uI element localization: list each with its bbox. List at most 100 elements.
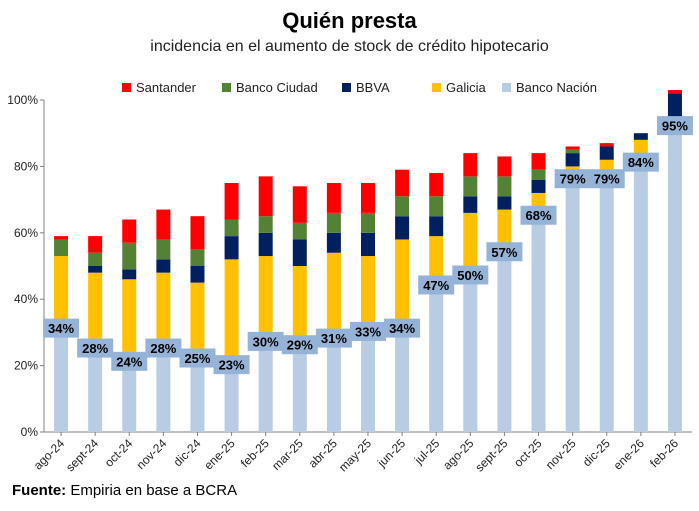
x-tick-label: sept-24 (63, 436, 101, 474)
bar-segment (599, 169, 614, 432)
x-tick-label: oct-24 (102, 436, 136, 470)
bar-segment (258, 176, 273, 217)
chart-title: Quién presta (282, 8, 417, 33)
data-label: 33% (355, 324, 381, 339)
bar-segment (361, 322, 375, 432)
y-tick-label: 100% (7, 93, 38, 107)
legend-label: Galicia (446, 80, 487, 95)
y-tick-label: 60% (14, 226, 38, 240)
bar-segment (122, 269, 137, 280)
bar-segment (326, 212, 341, 233)
data-label: 24% (116, 354, 142, 369)
bar-segment (531, 169, 546, 180)
bar-segment (667, 116, 682, 432)
bar-segment (531, 153, 546, 170)
data-label-box (554, 169, 591, 189)
bar-segment (395, 169, 410, 197)
bar-segment (88, 266, 103, 273)
legend-label: Banco Ciudad (236, 80, 318, 95)
bar-segment (361, 256, 375, 323)
bar-segment (565, 153, 580, 167)
bar-segment (429, 236, 444, 276)
bar-segment (88, 236, 103, 253)
bar-segment (292, 335, 307, 432)
bar-segment (88, 339, 103, 432)
y-tick-label: 80% (14, 159, 38, 173)
data-label-box (622, 152, 659, 172)
bar-segment (258, 332, 273, 432)
bar-segment (463, 212, 478, 266)
bar-segment (224, 355, 239, 432)
bar-segment (224, 219, 239, 237)
data-label: 25% (184, 351, 210, 366)
data-label: 28% (150, 341, 176, 356)
data-label: 47% (423, 278, 449, 293)
bar-segment (463, 176, 478, 197)
bar-segment (54, 319, 69, 432)
x-tick-label: ene-26 (611, 436, 648, 473)
bar-segment (326, 252, 341, 330)
bar-segment (156, 259, 171, 273)
source-label: Fuente: (12, 482, 67, 499)
data-label: 68% (526, 208, 552, 223)
data-label-box (384, 318, 421, 338)
bar-segment (190, 282, 205, 349)
bar-segment (326, 329, 341, 432)
bar-segment (565, 169, 580, 432)
data-label: 28% (82, 341, 108, 356)
bar-segment (122, 242, 137, 270)
y-tick-label: 40% (14, 292, 38, 306)
bar-segment (258, 216, 273, 233)
x-tick-label: sept-25 (472, 436, 510, 474)
bar-segment (429, 173, 444, 197)
bar-segment (361, 232, 375, 257)
data-label: 57% (491, 245, 517, 260)
bar-segment (326, 183, 341, 213)
data-label-box (486, 242, 523, 262)
bar-segment (429, 275, 444, 432)
bar-segment (326, 232, 341, 253)
data-label: 30% (253, 334, 279, 349)
bar-segment (599, 159, 614, 170)
chart-bars (54, 90, 682, 432)
x-tick-label: oct-25 (511, 436, 545, 470)
source-text: Empiria en base a BCRA (70, 482, 238, 499)
bar-segment (463, 196, 478, 213)
bar-segment (395, 319, 410, 432)
chart-subtitle: incidencia en el aumento de stock de cré… (150, 38, 549, 55)
legend-label: Banco Nación (516, 80, 597, 95)
x-tick-label: jul-25 (411, 436, 443, 468)
bar-segment (497, 156, 512, 177)
bar-segment (292, 186, 307, 223)
x-tick-label: dic-25 (580, 436, 613, 469)
data-label-box (111, 351, 148, 371)
bar-segment (190, 266, 205, 283)
bar-segment (156, 339, 171, 432)
legend-swatch (222, 83, 231, 92)
x-tick-label: feb-25 (238, 436, 272, 470)
bar-segment (463, 266, 478, 432)
bar-segment (633, 133, 648, 140)
x-tick-label: nov-24 (134, 436, 170, 472)
bar-segment (497, 209, 512, 243)
bar-segment (190, 249, 205, 266)
bar-segment (224, 236, 239, 260)
bar-segment (361, 183, 375, 213)
x-tick-label: mar-25 (269, 436, 306, 473)
bar-segment (54, 239, 69, 257)
bar-segment (258, 232, 273, 257)
data-label: 31% (321, 331, 347, 346)
data-label: 79% (594, 172, 620, 187)
bar-segment (599, 146, 614, 160)
legend-label: BBVA (356, 80, 390, 95)
bar-segment (292, 239, 307, 266)
y-tick-label: 0% (21, 425, 39, 439)
data-label-box (452, 265, 489, 285)
bar-segment (292, 266, 307, 336)
bar-segment (292, 222, 307, 240)
data-label: 29% (287, 338, 313, 353)
bar-segment (667, 90, 682, 94)
bar-segment (224, 183, 239, 220)
legend-swatch (432, 83, 441, 92)
